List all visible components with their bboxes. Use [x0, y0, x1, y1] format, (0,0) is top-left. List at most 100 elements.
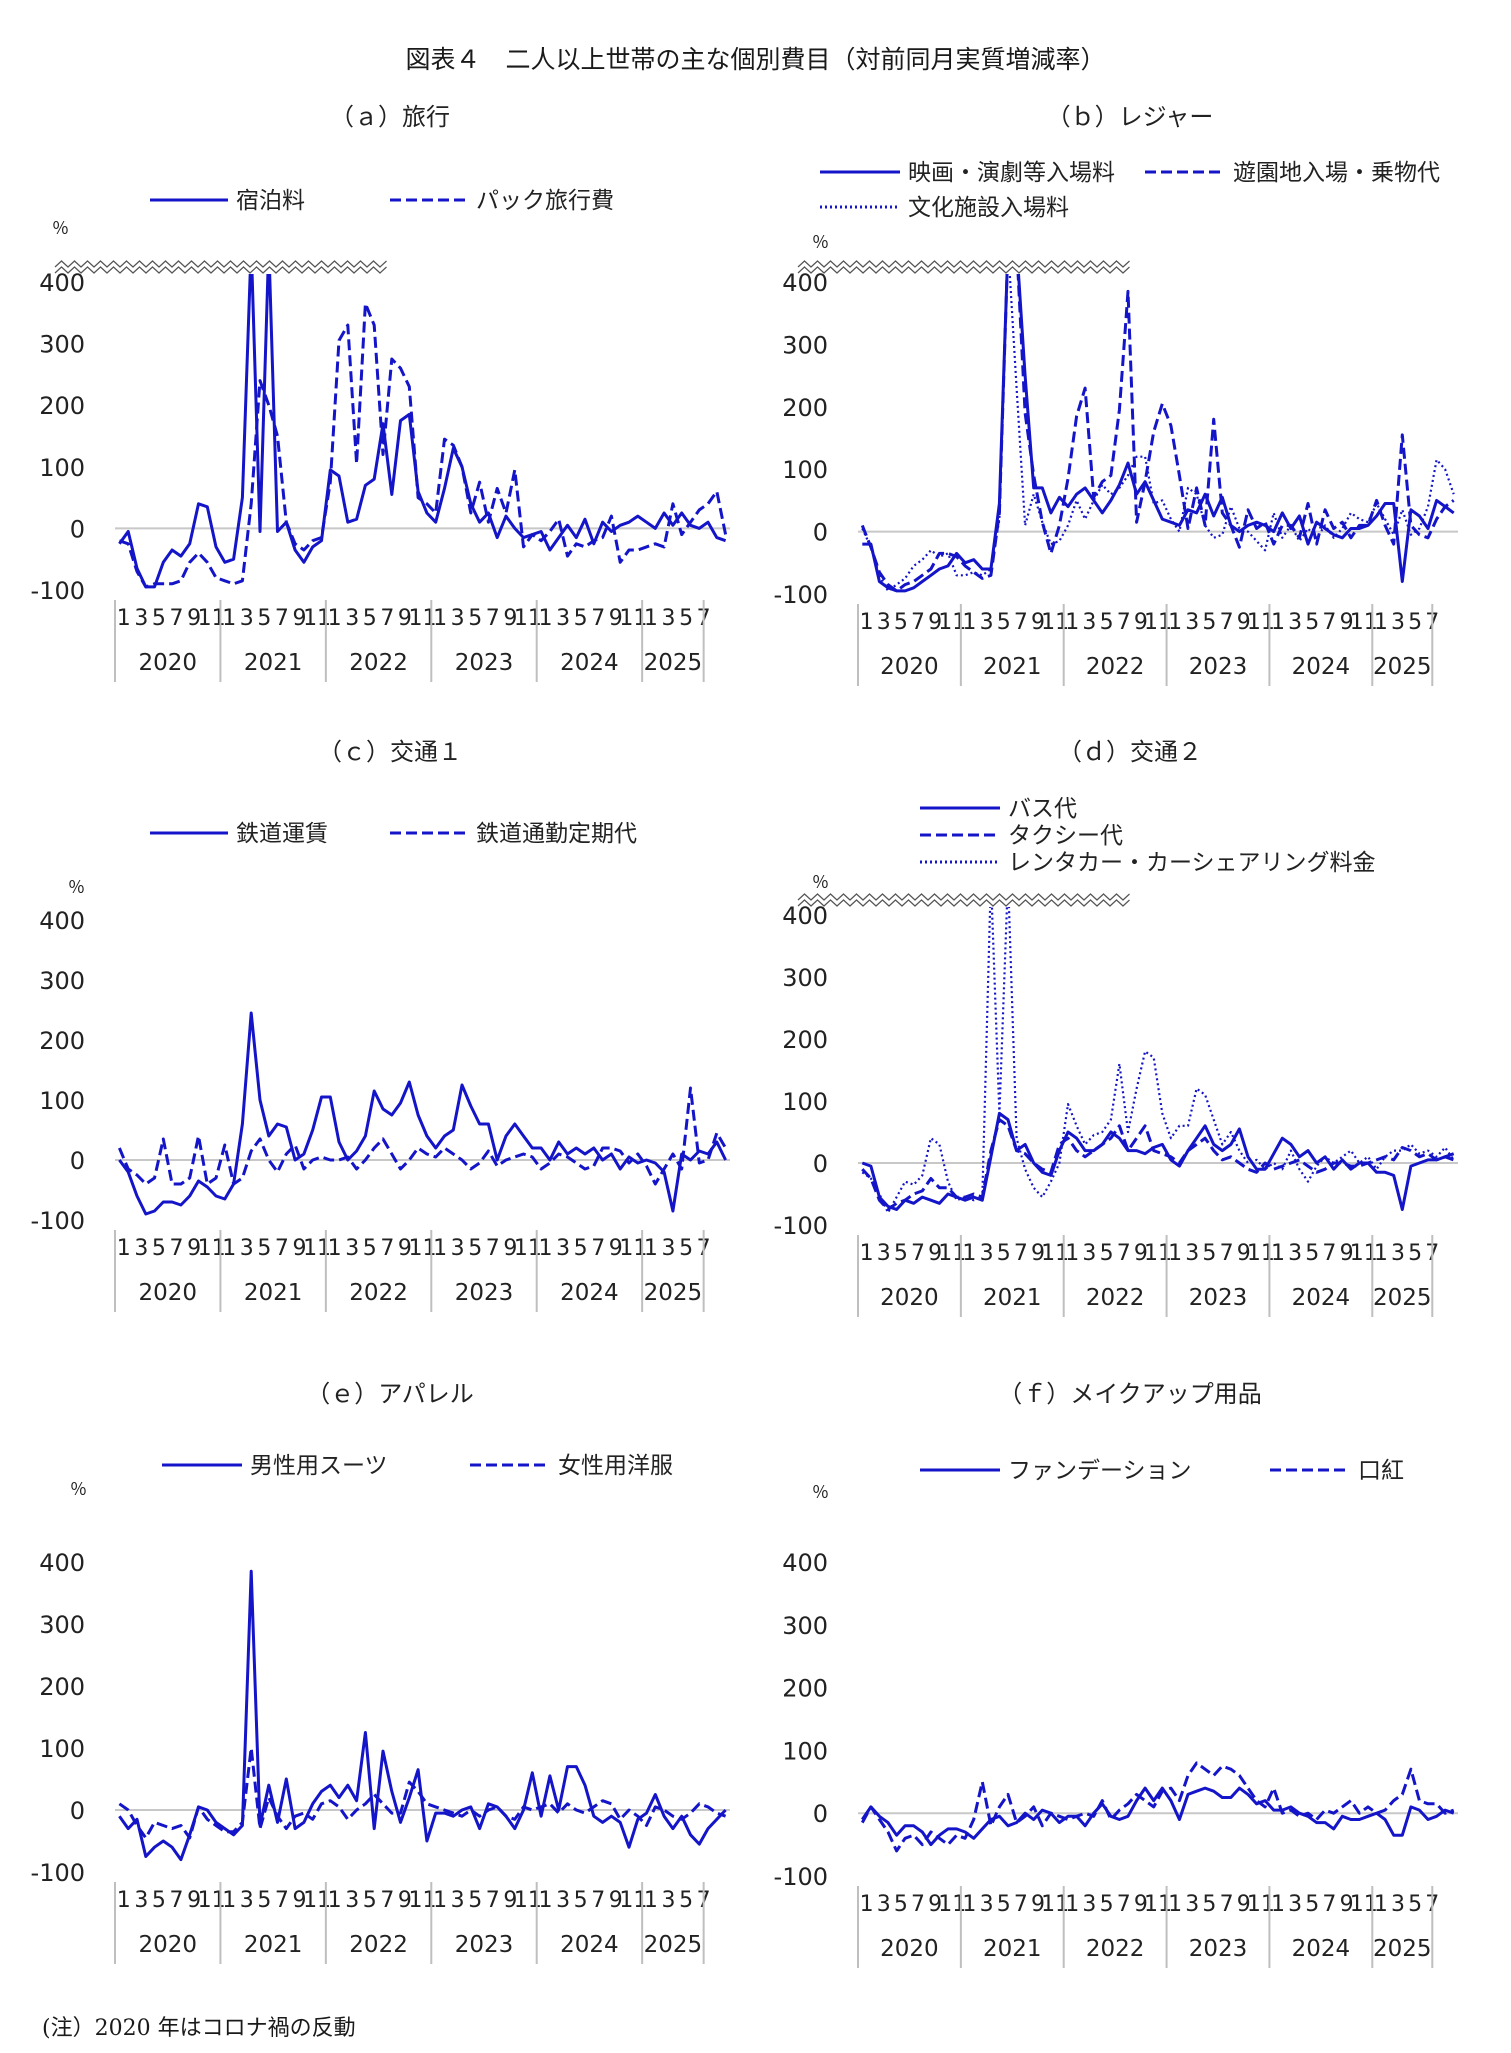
x-tick-label: 3	[451, 1888, 465, 1913]
legend-label: パック旅行費	[476, 188, 614, 214]
x-tick-label: 3	[134, 1236, 148, 1261]
series-line-1	[118, 1569, 727, 1862]
y-unit-label: ％	[70, 1480, 87, 1500]
x-tick-label: 3	[345, 1888, 359, 1913]
x-year-label: 2022	[349, 650, 408, 676]
y-tick-label: 200	[782, 394, 828, 422]
x-tick-label: 9	[398, 1888, 412, 1913]
x-tick-label: 3	[556, 1236, 570, 1261]
footnote: (注）2020 年はコロナ禍の反動	[42, 2016, 356, 2041]
x-tick-label: 3	[1391, 1892, 1405, 1917]
x-tick-label: 3	[1082, 1892, 1096, 1917]
y-tick-label: -100	[774, 581, 828, 609]
x-year-label: 2024	[560, 650, 619, 676]
series-line-1	[118, 274, 727, 589]
y-tick-label: 100	[782, 1088, 828, 1116]
x-year-label: 2023	[455, 650, 514, 676]
legend-label: 口紅	[1358, 1458, 1404, 1484]
x-tick-label: 7	[1117, 1241, 1131, 1266]
y-tick-label: 300	[39, 331, 85, 359]
x-tick-label: 1	[222, 1236, 236, 1261]
axis-break-mark	[797, 260, 1130, 268]
x-tick-label: 7	[380, 1888, 394, 1913]
legend-label: 映画・演劇等入場料	[908, 160, 1115, 186]
x-tick-label: 3	[134, 1888, 148, 1913]
y-tick-label: 0	[813, 1800, 828, 1828]
y-unit-label: ％	[52, 219, 69, 239]
x-year-label: 2022	[1086, 1936, 1145, 1962]
series-line-2	[118, 1086, 727, 1186]
y-tick-label: 0	[70, 1797, 85, 1825]
y-tick-label: 300	[782, 1612, 828, 1640]
x-tick-label: 7	[170, 1236, 184, 1261]
x-tick-label: 5	[1305, 1892, 1319, 1917]
x-tick-label: 7	[1322, 1892, 1336, 1917]
x-tick-label: 5	[574, 606, 588, 631]
x-tick-label: 3	[877, 610, 891, 635]
y-tick-label: 200	[782, 1026, 828, 1054]
x-year-label: 2023	[1189, 1285, 1248, 1311]
x-tick-label: 7	[1220, 610, 1234, 635]
y-tick-label: 400	[782, 902, 828, 930]
y-tick-label: 100	[39, 454, 85, 482]
x-tick-label: 3	[240, 1236, 254, 1261]
series-line-1	[118, 1011, 727, 1216]
x-tick-label: 5	[257, 1236, 271, 1261]
x-tick-label: 3	[556, 1888, 570, 1913]
x-tick-label: 9	[1340, 610, 1354, 635]
x-tick-label: 9	[1237, 1892, 1251, 1917]
x-tick-label: 7	[911, 610, 925, 635]
x-tick-label: 3	[662, 1888, 676, 1913]
x-tick-label: 3	[1288, 610, 1302, 635]
x-tick-label: 5	[997, 610, 1011, 635]
x-tick-label: 3	[662, 606, 676, 631]
y-tick-label: 300	[39, 1611, 85, 1639]
x-tick-label: 1	[1374, 1892, 1388, 1917]
x-tick-label: 9	[609, 606, 623, 631]
y-tick-label: 400	[782, 1549, 828, 1577]
x-year-label: 2020	[880, 1285, 939, 1311]
x-tick-label: 7	[170, 606, 184, 631]
y-tick-label: -100	[774, 1863, 828, 1891]
x-year-label: 2022	[1086, 654, 1145, 680]
legend-label: 鉄道通勤定期代	[476, 821, 637, 847]
x-tick-label: 1	[962, 1892, 976, 1917]
x-tick-label: 3	[134, 606, 148, 631]
y-tick-label: 100	[782, 456, 828, 484]
x-year-label: 2021	[983, 1936, 1042, 1962]
y-tick-label: -100	[774, 1212, 828, 1240]
x-tick-label: 1	[644, 1236, 658, 1261]
x-tick-label: 3	[240, 606, 254, 631]
x-tick-label: 7	[1322, 610, 1336, 635]
x-tick-label: 9	[1340, 1892, 1354, 1917]
x-tick-label: 3	[451, 606, 465, 631]
x-tick-label: 7	[591, 1888, 605, 1913]
x-tick-label: 1	[328, 1236, 342, 1261]
x-tick-label: 5	[363, 606, 377, 631]
x-tick-label: 3	[1288, 1241, 1302, 1266]
x-tick-label: 9	[187, 606, 201, 631]
x-tick-label: 9	[187, 1888, 201, 1913]
x-tick-label: 7	[911, 1241, 925, 1266]
x-year-label: 2025	[644, 1932, 703, 1958]
y-tick-label: -100	[31, 1859, 85, 1887]
x-tick-label: 9	[293, 1888, 307, 1913]
x-tick-label: 1	[1271, 610, 1285, 635]
x-tick-label: 5	[679, 1236, 693, 1261]
x-tick-label: 1	[1065, 1241, 1079, 1266]
x-year-label: 2021	[983, 654, 1042, 680]
x-year-label: 2021	[244, 1932, 303, 1958]
x-tick-label: 7	[1322, 1241, 1336, 1266]
x-tick-label: 9	[293, 606, 307, 631]
x-tick-label: 1	[860, 1892, 874, 1917]
x-year-label: 2025	[644, 650, 703, 676]
x-tick-label: 9	[1031, 1892, 1045, 1917]
x-tick-label: 3	[877, 1241, 891, 1266]
x-tick-label: 1	[860, 1241, 874, 1266]
legend-label: 女性用洋服	[558, 1453, 673, 1479]
x-tick-label: 7	[1014, 610, 1028, 635]
